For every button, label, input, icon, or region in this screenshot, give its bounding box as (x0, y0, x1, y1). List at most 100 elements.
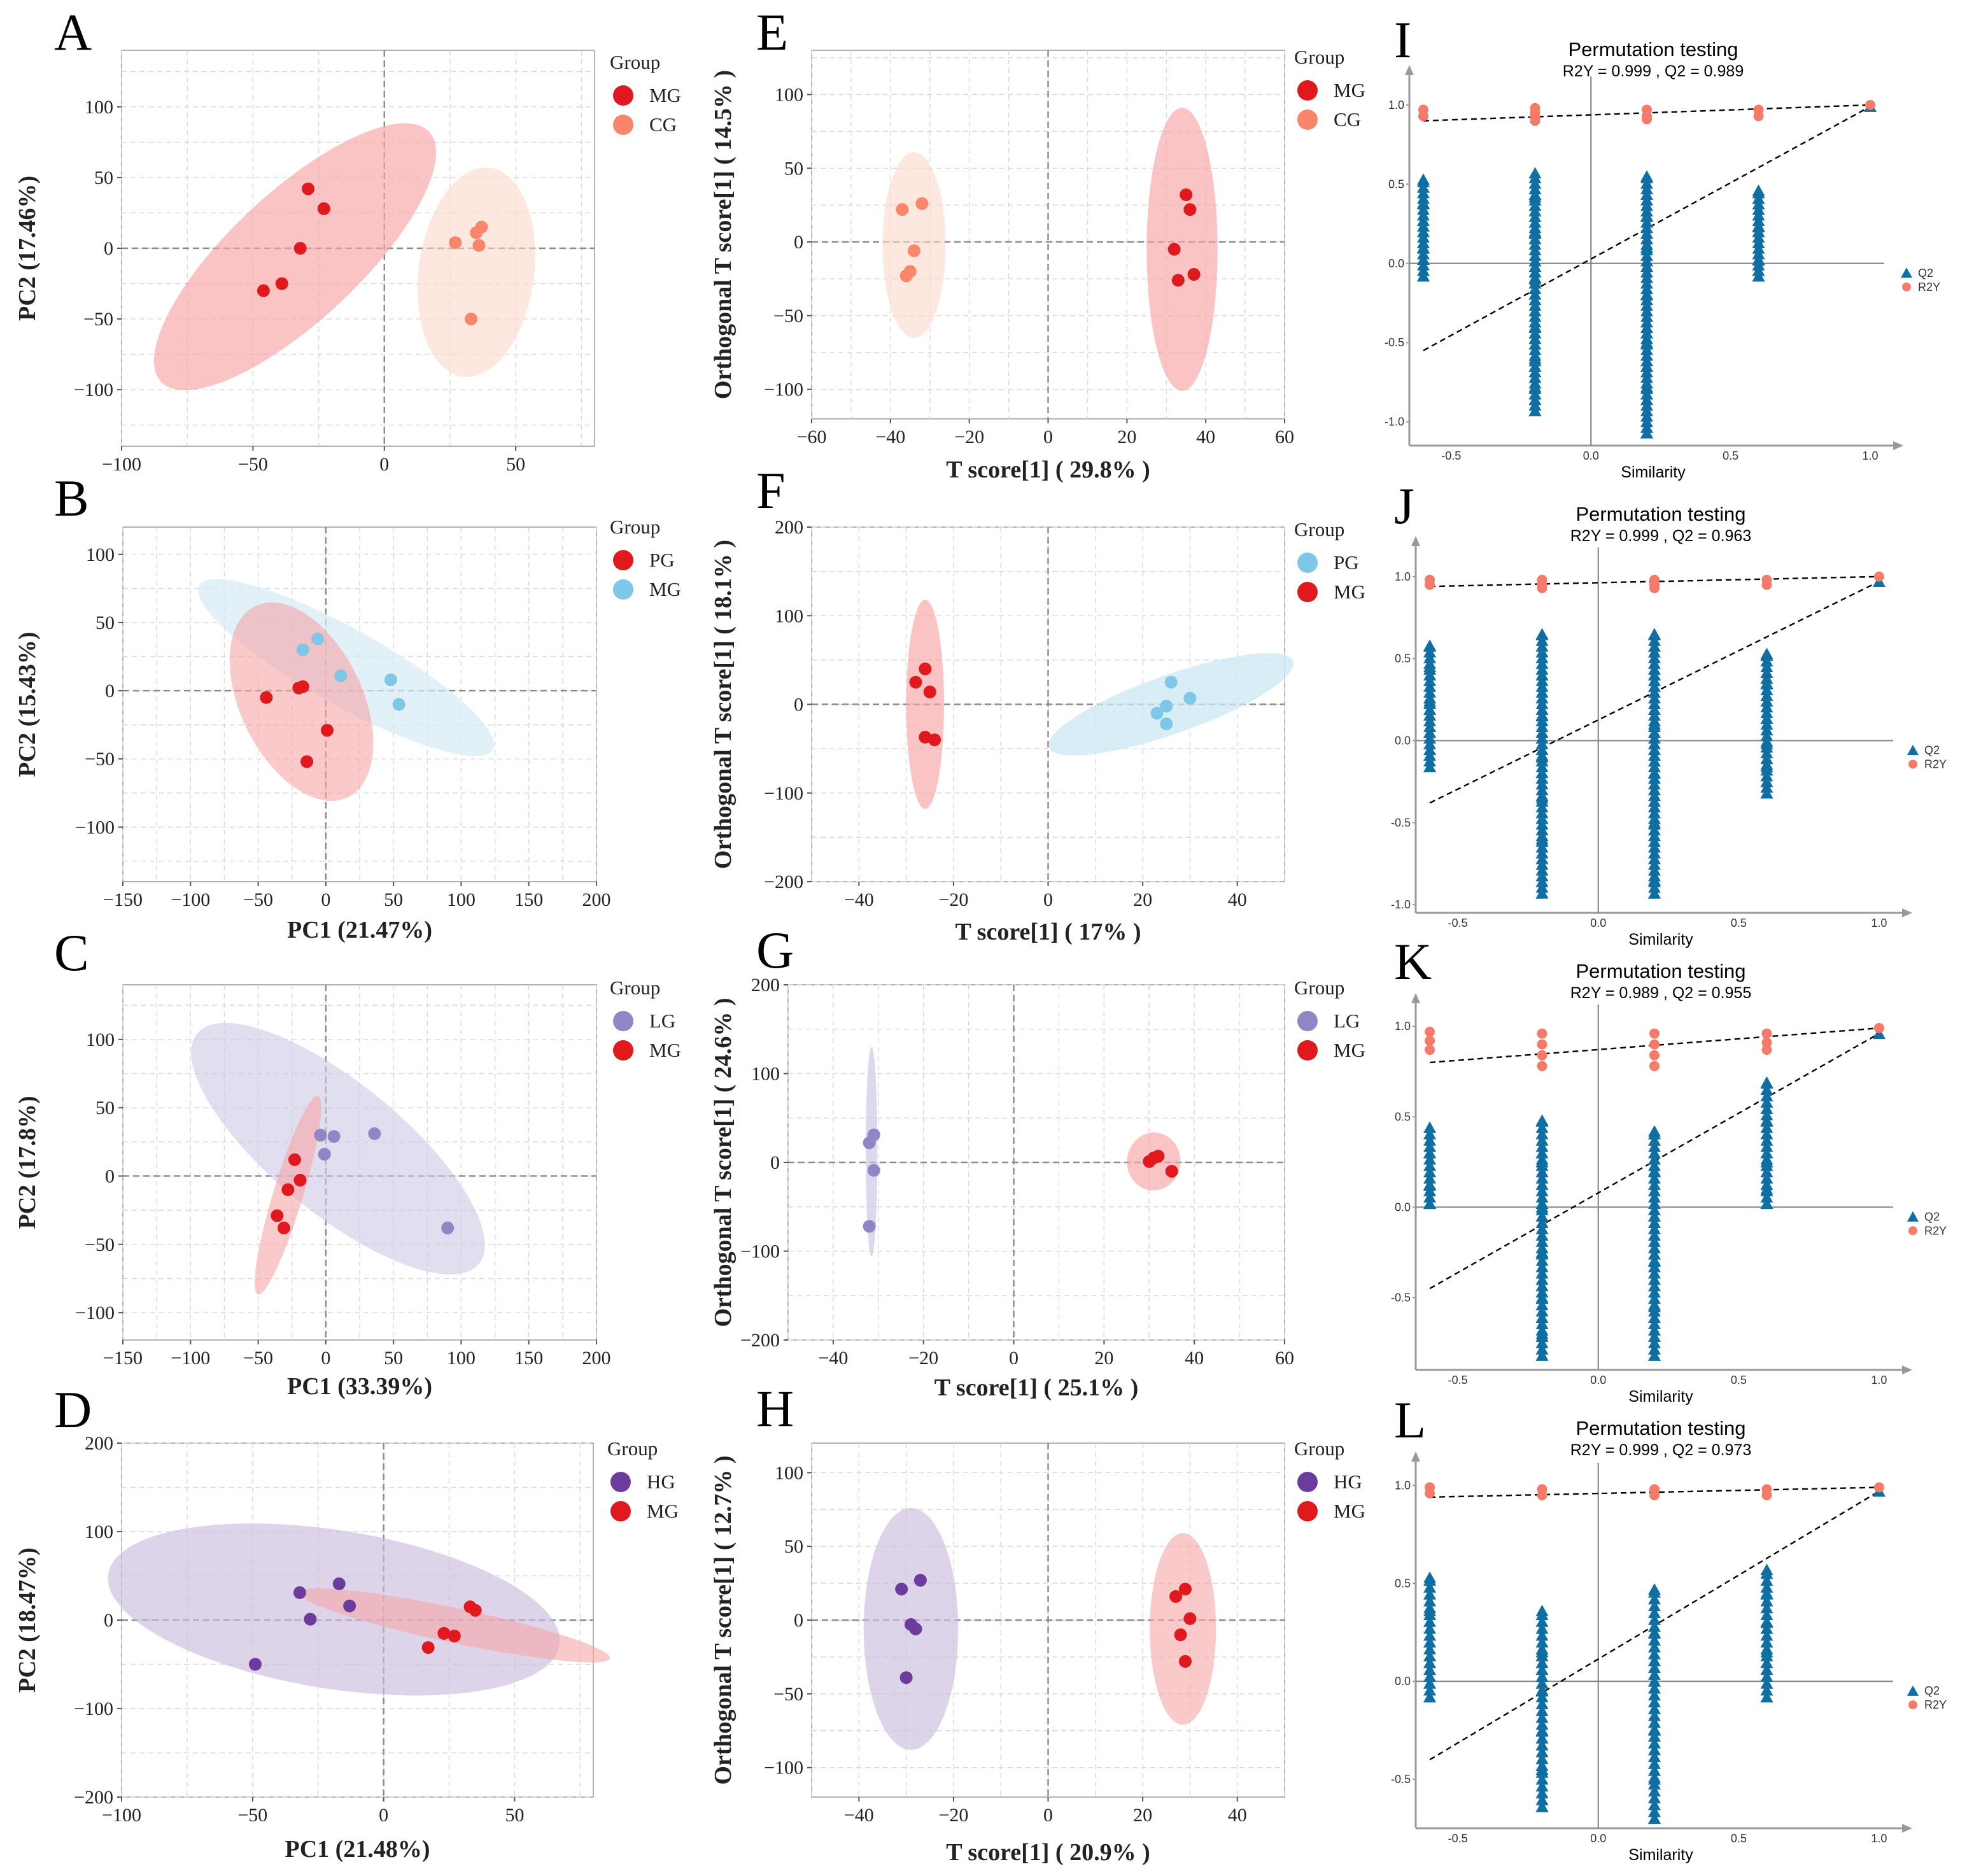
confidence-ellipse-pg (229, 602, 374, 801)
y-tick-label: −200 (764, 871, 803, 892)
q2-point (1535, 686, 1549, 698)
point-lg (441, 1222, 455, 1235)
panel-k: K Permutation testing R2Y = 0.989 , Q2 = 0… (1391, 933, 1947, 1406)
point-lg (314, 1129, 327, 1142)
r2y-point (1873, 1482, 1884, 1493)
point-cg (899, 269, 913, 283)
q2-point (1535, 1121, 1549, 1133)
legend-label-mg: MG (1334, 1039, 1365, 1061)
q2-point (1535, 1670, 1549, 1682)
q2-point (1423, 645, 1437, 658)
q2-point (1528, 225, 1542, 237)
x-tick-label: 20 (1094, 1348, 1113, 1369)
q2-point (1648, 858, 1661, 870)
chart-title: Permutation testing (1576, 960, 1745, 982)
confidence-ellipse-lg (865, 1047, 878, 1257)
panel-c: C −150 −100 −50 0 50 100 150 200 −100 −50 0 50 100 PC1… (14, 924, 681, 1400)
q2-point (1648, 674, 1661, 686)
q2-point (1648, 1724, 1661, 1736)
q2-point (1640, 289, 1653, 301)
legend-title: Group (607, 1437, 658, 1460)
y-axis-label: Orthogonal T score[1] ( 14.5% ) (710, 70, 737, 399)
point-mg (919, 662, 932, 675)
q2-point (1648, 1280, 1661, 1292)
q2-point (1535, 663, 1549, 675)
point-pg (300, 755, 314, 768)
point-mg (271, 1209, 284, 1222)
point-mg (1152, 1150, 1165, 1163)
confidence-ellipse-mg (153, 123, 436, 391)
q2-point (1535, 1254, 1549, 1266)
point-hg (909, 1622, 922, 1635)
y-tick-label: 0 (794, 695, 803, 716)
q2-point (1535, 772, 1549, 784)
q2-point (1535, 1787, 1549, 1799)
y-tick-label: 0 (770, 1152, 780, 1173)
confidence-ellipse-cg (417, 167, 535, 377)
x-tick-label: −40 (818, 1348, 848, 1369)
r2y-point (1530, 115, 1540, 126)
panel-j: J Permutation testing R2Y = 0.999 , Q2 = 0… (1391, 477, 1947, 949)
q2-point (1535, 1724, 1549, 1736)
x-axis-label: Similarity (1628, 1846, 1693, 1864)
q2-point (1752, 184, 1765, 196)
legend-label-r2y: R2Y (1924, 758, 1947, 770)
legend-label-hg: HG (1334, 1470, 1362, 1493)
q2-point (1423, 726, 1437, 738)
y-tick-label: 1.0 (1388, 99, 1404, 111)
y-tick-label: 0.0 (1388, 257, 1404, 270)
q2-point (1760, 1096, 1773, 1108)
confidence-ellipse-lg (191, 1022, 485, 1275)
q2-point (1640, 170, 1653, 182)
point-mg (288, 1153, 301, 1166)
q2-point (1535, 1629, 1549, 1641)
q2-point (1423, 709, 1437, 721)
q2-point (1416, 173, 1430, 185)
q2-point (1423, 1691, 1437, 1703)
legend-title: Group (1294, 977, 1344, 999)
q2-point (1648, 1178, 1661, 1190)
x-axis-label: T score[1] ( 29.8% ) (946, 456, 1150, 483)
q2-point (1535, 721, 1549, 733)
q2-point (1535, 1216, 1549, 1228)
x-tick-label: 40 (1196, 427, 1215, 448)
q2-point (1535, 668, 1549, 681)
q2-point (1535, 1746, 1549, 1758)
q2-point (1423, 738, 1437, 750)
x-tick-label: 20 (1133, 889, 1152, 910)
q2-point (1648, 887, 1661, 899)
q2-point (1760, 781, 1773, 793)
q2-point (1648, 1751, 1661, 1763)
q2-point (1535, 833, 1549, 845)
r2y-point (1649, 1050, 1660, 1061)
q2-point (1528, 404, 1542, 416)
legend-swatch-mg (613, 85, 633, 106)
q2-point (1423, 1166, 1437, 1178)
q2-point (1535, 744, 1549, 756)
x-tick-label: 1.0 (1871, 1374, 1887, 1386)
x-axis-label: T score[1] ( 17% ) (955, 919, 1141, 945)
q2-point (1760, 701, 1773, 713)
q2-point (1423, 732, 1437, 744)
q2-point (1423, 1670, 1437, 1682)
point-pg (1160, 717, 1173, 731)
q2-point (1648, 709, 1661, 721)
x-tick-label: −40 (875, 427, 905, 448)
legend-title: Group (1294, 46, 1344, 68)
legend-swatch-mg (613, 579, 633, 600)
x-tick-label: −60 (797, 427, 827, 448)
point-hg (899, 1671, 913, 1684)
q2-point (1760, 1083, 1773, 1096)
y-axis-arrow (1411, 536, 1420, 546)
r2y-point (1761, 1037, 1772, 1048)
y-tick-label: -1.0 (1385, 416, 1404, 428)
r2y-point (1761, 1028, 1772, 1039)
q2-point (1760, 1663, 1773, 1675)
point-lg (327, 1130, 341, 1143)
q2-point (1535, 1172, 1549, 1184)
q2-point (1760, 1656, 1773, 1668)
r2y-point (1418, 111, 1428, 122)
point-cg (475, 220, 488, 234)
chart-subtitle: R2Y = 0.989 , Q2 = 0.955 (1570, 984, 1751, 1002)
